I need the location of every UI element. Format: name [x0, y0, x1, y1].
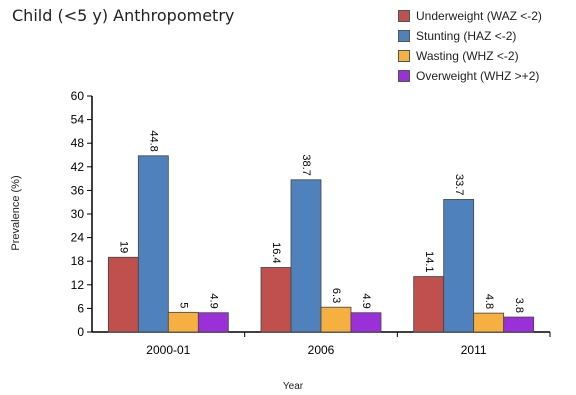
legend: Underweight (WAZ <-2) Stunting (HAZ <-2)… [398, 6, 542, 86]
legend-item-underweight: Underweight (WAZ <-2) [398, 6, 542, 26]
bar [350, 312, 382, 333]
data-label: 4.9 [360, 293, 372, 308]
bar [107, 256, 139, 333]
data-label: 44.8 [147, 130, 159, 151]
y-tick-label: 12 [71, 278, 85, 292]
chart-title: Child (<5 y) Anthropometry [12, 6, 235, 25]
y-tick-label: 30 [71, 207, 85, 221]
x-tick-label: 2000-01 [146, 343, 190, 357]
legend-item-stunting: Stunting (HAZ <-2) [398, 26, 542, 46]
data-label: 4.9 [207, 293, 219, 308]
legend-swatch-overweight [398, 70, 410, 82]
data-label: 38.7 [300, 154, 312, 175]
legend-swatch-underweight [398, 10, 410, 22]
legend-label-wasting: Wasting (WHZ <-2) [416, 49, 519, 63]
data-label: 14.1 [423, 251, 435, 272]
x-tick-label: 2006 [308, 343, 335, 357]
data-label: 5 [177, 302, 189, 308]
bar [413, 276, 445, 333]
x-axis-label: Year [283, 381, 304, 392]
y-tick-label: 36 [71, 183, 85, 197]
bar [503, 316, 535, 333]
bar [443, 199, 475, 333]
legend-label-stunting: Stunting (HAZ <-2) [416, 29, 517, 43]
legend-label-overweight: Overweight (WHZ >+2) [416, 69, 540, 83]
bar [290, 179, 322, 333]
data-label: 6.3 [330, 288, 342, 303]
x-tick-label: 2011 [461, 343, 487, 357]
legend-item-wasting: Wasting (WHZ <-2) [398, 46, 542, 66]
y-tick-label: 60 [71, 89, 85, 103]
y-tick-label: 6 [77, 301, 84, 315]
y-tick-label: 18 [71, 254, 85, 268]
data-label: 4.8 [483, 294, 495, 309]
y-tick-label: 0 [77, 325, 84, 339]
bar [167, 311, 199, 333]
y-tick-label: 54 [71, 113, 85, 127]
data-label: 3.8 [513, 298, 525, 313]
data-label: 16.4 [270, 242, 282, 263]
y-tick-label: 24 [71, 231, 85, 245]
data-label: 19 [117, 241, 129, 253]
bar [197, 312, 229, 333]
data-label: 33.7 [453, 174, 465, 195]
bar [137, 155, 169, 333]
y-tick-label: 42 [71, 160, 85, 174]
legend-label-underweight: Underweight (WAZ <-2) [416, 9, 542, 23]
bar [320, 306, 352, 333]
legend-swatch-wasting [398, 50, 410, 62]
legend-swatch-stunting [398, 30, 410, 42]
y-tick-label: 48 [71, 136, 85, 150]
bar [260, 267, 292, 333]
legend-item-overweight: Overweight (WHZ >+2) [398, 66, 542, 86]
y-axis-label: Prevalence (%) [10, 175, 22, 250]
bar [473, 312, 505, 333]
